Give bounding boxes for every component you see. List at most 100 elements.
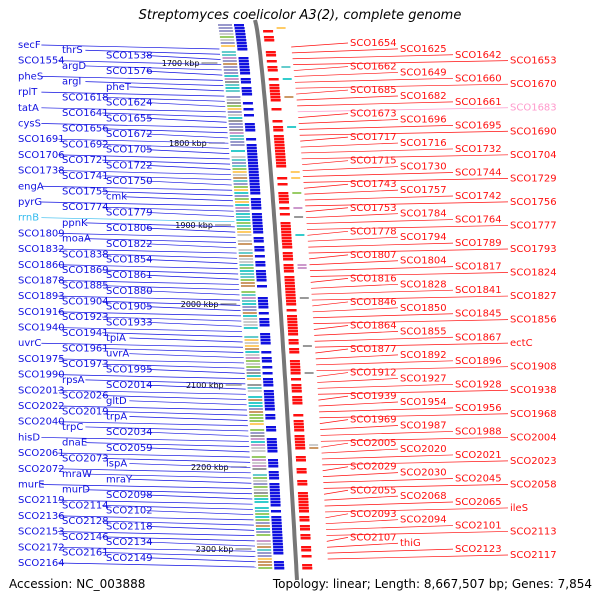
cds-block-reverse <box>289 351 300 354</box>
feature-stripe <box>252 465 267 467</box>
cds-block-reverse <box>292 402 303 405</box>
left-gene-label: SCO1774 <box>62 202 109 213</box>
right-connector <box>311 295 509 301</box>
feature-stripe <box>254 495 269 497</box>
left-gene-label: SCO1618 <box>62 92 109 103</box>
cds-block-forward <box>263 390 274 393</box>
cds-block-reverse <box>288 339 299 342</box>
cds-block-reverse <box>301 546 312 549</box>
cds-block-forward <box>246 147 257 150</box>
cds-block-forward <box>258 303 269 306</box>
left-gene-label: SCO2128 <box>62 516 109 527</box>
feature-stripe <box>256 528 270 530</box>
feature-stripe <box>238 249 253 251</box>
right-connector <box>324 495 399 501</box>
left-connector <box>41 44 220 50</box>
left-gene-label: SCO2040 <box>18 417 65 428</box>
feature-stripe <box>249 417 264 419</box>
feature-stripe <box>231 159 246 161</box>
cds-block-forward <box>274 567 285 570</box>
right-connector <box>306 219 454 224</box>
right-gene-label: SCO1908 <box>510 362 557 373</box>
left-connector <box>85 49 221 55</box>
left-connector <box>85 473 252 479</box>
cds-block-forward <box>236 42 247 45</box>
cds-block-forward <box>257 285 267 288</box>
cds-block-reverse <box>283 270 294 273</box>
cds-block-reverse <box>290 363 301 366</box>
map-title: Streptomyces coelicolor A3(2), complete … <box>138 8 462 23</box>
cds-block-forward <box>267 444 278 447</box>
cds-block-forward <box>259 321 270 324</box>
cds-block-reverse <box>263 30 274 33</box>
cds-block-forward <box>271 525 282 528</box>
right-gene-label: SCO1912 <box>350 368 397 379</box>
feature-stripe <box>256 537 271 539</box>
cds-block-forward <box>264 399 275 402</box>
cds-block-forward <box>258 312 269 315</box>
cds-block-forward <box>262 366 273 369</box>
right-gene-label: SCO1682 <box>400 91 447 102</box>
left-gene-label: SCO1885 <box>62 281 109 292</box>
right-gene-label: SCO1817 <box>455 262 502 273</box>
cds-block-forward <box>239 69 250 72</box>
left-gene-label: SCO2013 <box>18 385 65 396</box>
cds-block-reverse <box>282 243 293 246</box>
left-gene-label: SCO1861 <box>106 270 153 281</box>
feature-stripe <box>244 345 259 347</box>
left-gene-label: hisD <box>18 432 40 443</box>
cds-block-forward <box>266 438 277 441</box>
cds-block-reverse <box>285 285 295 288</box>
cds-block-forward <box>249 186 260 189</box>
cds-block-reverse <box>299 525 310 528</box>
feature-stripe <box>253 480 268 482</box>
feature-stripe <box>235 213 250 215</box>
cds-block-forward <box>235 36 246 39</box>
cds-block-forward <box>249 180 260 183</box>
cds-block-reverse <box>270 93 281 96</box>
cds-block-forward <box>261 351 272 354</box>
feature-stripe <box>247 387 262 389</box>
cds-block-forward <box>249 177 260 180</box>
cds-block-forward <box>269 489 280 492</box>
right-gene-label: SCO2023 <box>510 456 557 467</box>
cds-block-forward <box>237 48 248 51</box>
left-connector <box>129 400 247 406</box>
left-connector <box>58 389 246 395</box>
left-gene-label: SCO1576 <box>106 66 153 77</box>
feature-stripe <box>249 420 264 422</box>
right-connector <box>320 425 399 430</box>
feature-stripe <box>253 483 268 485</box>
right-connector <box>296 89 349 95</box>
feature-stripe <box>224 78 239 80</box>
feature-stripe <box>221 51 236 53</box>
feature-stripe <box>227 108 242 110</box>
cds-block-forward <box>253 231 264 234</box>
feature-stripe <box>225 90 240 92</box>
cds-block-reverse <box>285 288 296 291</box>
feature-stripe <box>240 276 255 278</box>
cds-block-forward <box>252 222 263 225</box>
feature-stripe <box>244 330 258 332</box>
right-connector <box>303 183 349 189</box>
feature-stripe <box>246 363 261 365</box>
cds-block-forward <box>245 126 256 129</box>
right-gene-label: SCO2094 <box>400 515 447 526</box>
cds-block-reverse <box>302 567 313 570</box>
cds-block-forward <box>273 561 284 564</box>
cds-block-reverse <box>274 144 285 147</box>
left-gene-label: SCO1741 <box>62 171 109 182</box>
left-connector <box>58 358 245 364</box>
cds-block-forward <box>247 150 257 153</box>
left-gene-label: moaA <box>62 234 91 245</box>
left-connector <box>41 91 225 97</box>
left-connector <box>58 531 255 536</box>
left-connector <box>58 60 222 66</box>
right-connector <box>311 289 454 295</box>
left-gene-label: SCO1961 <box>62 343 109 354</box>
right-connector <box>309 260 399 266</box>
left-connector <box>85 426 249 432</box>
cds-block-reverse <box>298 501 309 504</box>
cds-block-reverse <box>298 507 309 510</box>
right-connector <box>327 554 509 560</box>
